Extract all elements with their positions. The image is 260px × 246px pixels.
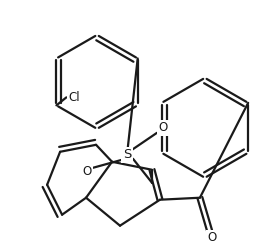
Text: Cl: Cl xyxy=(69,91,80,104)
Text: O: O xyxy=(82,165,92,178)
Text: O: O xyxy=(207,231,217,244)
Text: S: S xyxy=(123,148,131,161)
Text: O: O xyxy=(158,121,168,134)
